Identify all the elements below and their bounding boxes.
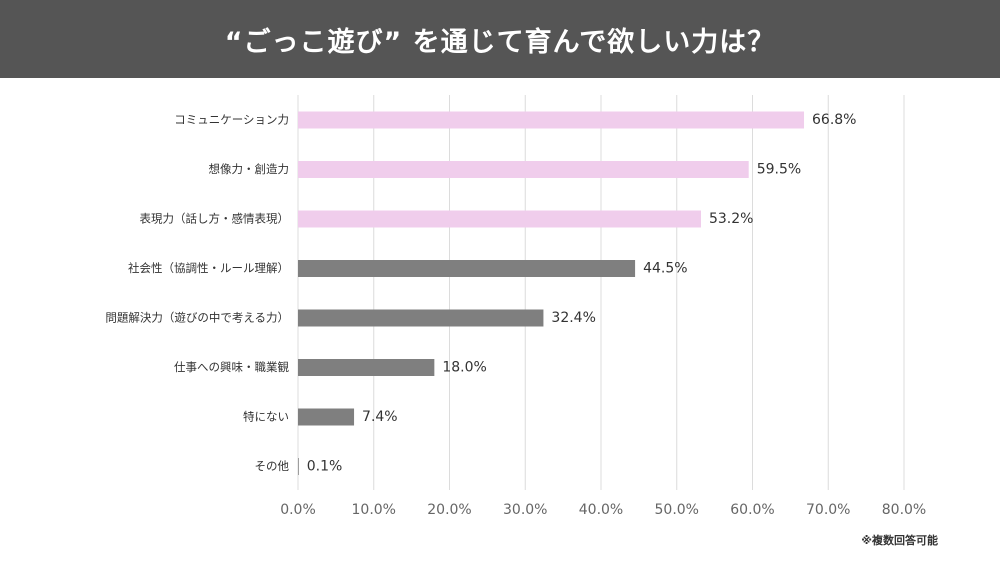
- bar: [298, 161, 749, 178]
- category-label: 想像力・創造力: [209, 162, 290, 176]
- category-label: コミュニケーション力: [174, 113, 289, 127]
- title-bar: “ごっこ遊び” を通じて育んで欲しい力は？: [0, 0, 1000, 78]
- x-tick-label: 30.0%: [503, 502, 547, 518]
- bar: [298, 458, 299, 475]
- category-label: その他: [255, 459, 290, 473]
- category-label: 仕事への興味・職業観: [174, 360, 289, 374]
- value-label: 0.1%: [307, 459, 343, 475]
- value-label: 66.8%: [812, 112, 856, 128]
- bar: [298, 210, 701, 228]
- x-tick-label: 0.0%: [280, 502, 316, 518]
- x-tick-label: 60.0%: [730, 502, 774, 518]
- bar: [298, 111, 805, 129]
- x-tick-label: 20.0%: [427, 502, 471, 518]
- bar-chart: 0.0% 10.0% 20.0% 30.0% 40.0% 50.0% 60.0% 70.0% 8…: [105, 95, 926, 518]
- value-label: 18.0%: [442, 360, 486, 376]
- x-tick-label: 50.0%: [655, 502, 699, 518]
- x-tick-label: 80.0%: [882, 502, 926, 518]
- bar: [298, 408, 355, 426]
- chart-title: “ごっこ遊び” を通じて育んで欲しい力は？: [224, 26, 776, 58]
- category-label: 表現力（話し方・感情表現）: [140, 212, 290, 226]
- footnote: ※複数回答可能: [861, 534, 938, 547]
- value-label: 59.5%: [757, 162, 801, 178]
- x-tick-label: 70.0%: [806, 502, 850, 518]
- value-label: 53.2%: [709, 211, 753, 227]
- category-label: 特にない: [243, 410, 289, 424]
- value-label: 32.4%: [551, 310, 595, 326]
- value-label: 44.5%: [643, 261, 687, 277]
- bar: [298, 260, 636, 277]
- x-tick-label: 10.0%: [352, 502, 396, 518]
- category-label: 問題解決力（遊びの中で考える力）: [105, 311, 289, 325]
- category-label: 社会性（協調性・ルール理解）: [128, 261, 289, 275]
- x-tick-label: 40.0%: [579, 502, 623, 518]
- bar: [298, 309, 544, 327]
- value-label: 7.4%: [362, 409, 398, 425]
- bar: [298, 359, 435, 376]
